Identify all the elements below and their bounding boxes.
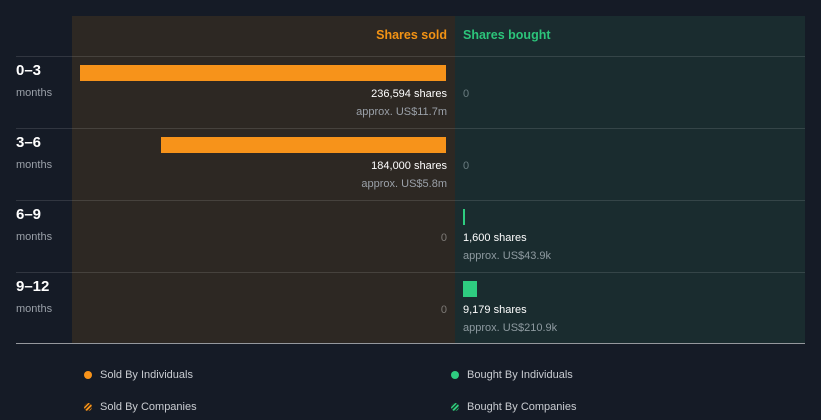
row-divider bbox=[16, 128, 805, 129]
orange-dot-icon bbox=[84, 371, 92, 379]
period-unit: months bbox=[16, 231, 53, 243]
sold-bar[interactable] bbox=[80, 65, 446, 81]
period-row-9-12: 9–12 months 0 9,179 shares approx. US$21… bbox=[0, 273, 821, 345]
shares-sold-header: Shares sold bbox=[376, 28, 447, 42]
sold-zero-value: 0 bbox=[440, 304, 447, 316]
legend-sold-companies[interactable]: Sold By Companies bbox=[84, 401, 197, 413]
period-unit: months bbox=[16, 87, 53, 99]
green-dot-icon bbox=[451, 371, 459, 379]
period-label: 9–12 bbox=[16, 278, 50, 295]
sold-bar[interactable] bbox=[161, 137, 446, 153]
bought-value: approx. US$210.9k bbox=[463, 322, 558, 334]
sold-value: approx. US$5.8m bbox=[361, 178, 447, 190]
bought-shares-count: 1,600 shares bbox=[463, 232, 527, 244]
striped-green-dot-icon bbox=[451, 403, 459, 411]
sold-zero-value: 0 bbox=[440, 232, 447, 244]
row-divider bbox=[16, 200, 805, 201]
period-row-3-6: 3–6 months 184,000 shares approx. US$5.8… bbox=[0, 129, 821, 201]
period-row-6-9: 6–9 months 0 1,600 shares approx. US$43.… bbox=[0, 201, 821, 273]
period-label: 3–6 bbox=[16, 134, 42, 151]
legend-label: Sold By Companies bbox=[100, 401, 197, 413]
bought-bar[interactable] bbox=[463, 209, 465, 225]
period-label: 6–9 bbox=[16, 206, 42, 223]
legend-label: Bought By Companies bbox=[467, 401, 577, 413]
sold-value: approx. US$11.7m bbox=[356, 106, 447, 118]
row-divider bbox=[16, 56, 805, 57]
period-row-0-3: 0–3 months 236,594 shares approx. US$11.… bbox=[0, 57, 821, 129]
period-unit: months bbox=[16, 159, 53, 171]
striped-orange-dot-icon bbox=[84, 403, 92, 411]
legend-sold-individuals[interactable]: Sold By Individuals bbox=[84, 369, 193, 381]
sold-shares-count: 184,000 shares bbox=[371, 160, 447, 172]
bought-value: approx. US$43.9k bbox=[463, 250, 552, 262]
bought-zero-value: 0 bbox=[463, 160, 470, 172]
period-label: 0–3 bbox=[16, 62, 42, 79]
bought-bar[interactable] bbox=[463, 281, 477, 297]
period-unit: months bbox=[16, 303, 53, 315]
bought-shares-count: 9,179 shares bbox=[463, 304, 527, 316]
row-divider bbox=[16, 272, 805, 273]
legend-bought-companies[interactable]: Bought By Companies bbox=[451, 401, 576, 413]
legend-label: Bought By Individuals bbox=[467, 369, 573, 381]
shares-bought-panel bbox=[455, 16, 805, 343]
chart-baseline bbox=[16, 343, 805, 344]
legend-bought-individuals[interactable]: Bought By Individuals bbox=[451, 369, 573, 381]
bought-zero-value: 0 bbox=[463, 88, 470, 100]
sold-shares-count: 236,594 shares bbox=[371, 88, 447, 100]
legend-label: Sold By Individuals bbox=[100, 369, 193, 381]
shares-bought-header: Shares bought bbox=[463, 28, 551, 42]
